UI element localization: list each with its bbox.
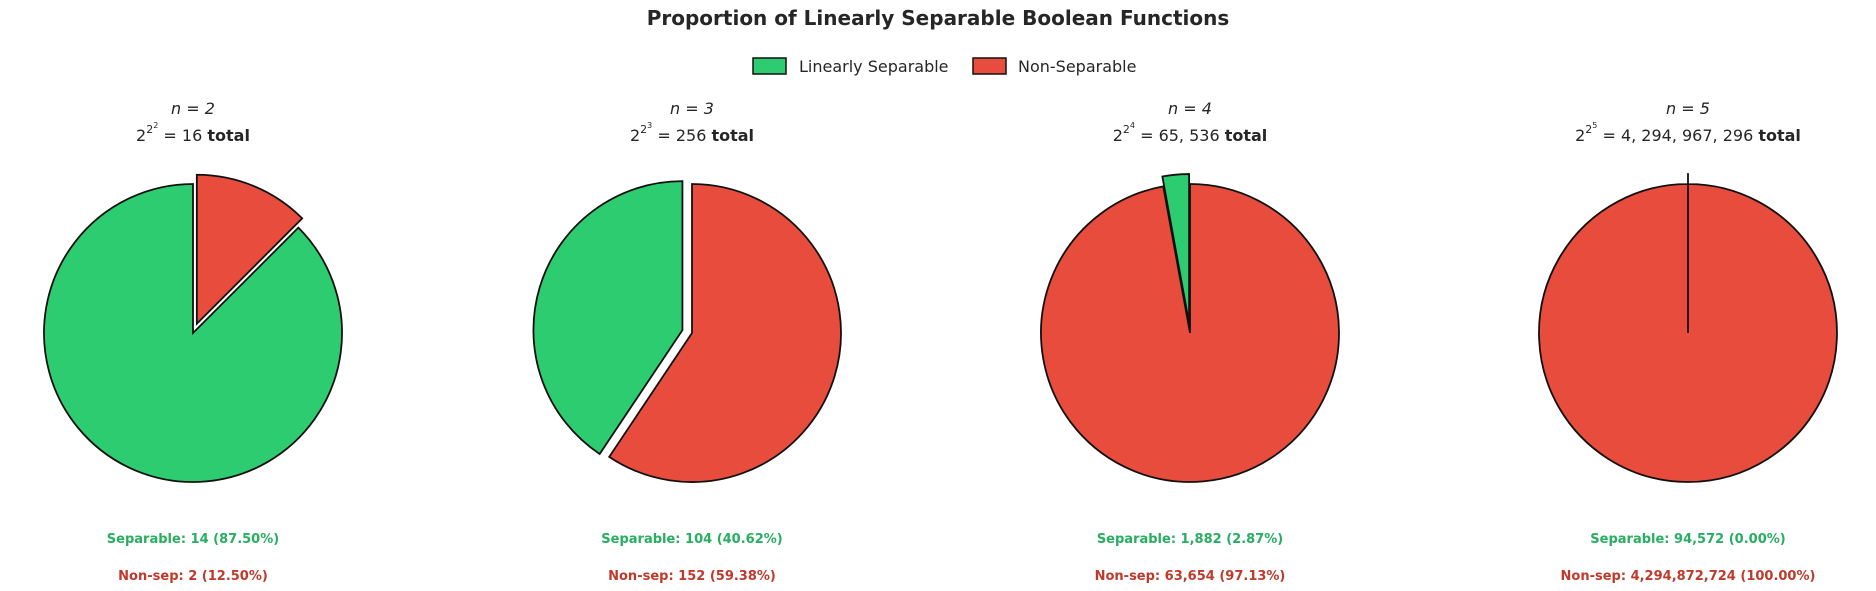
pie-slice-nonseparable: [1538, 183, 1838, 483]
pie-slice-nonseparable: [1040, 183, 1340, 483]
pie-title-total-word: total: [711, 126, 754, 145]
pie-title-n: n = 2: [171, 99, 215, 118]
legend-swatch-nonseparable: [972, 57, 1007, 75]
pie-title-exp-sup: 5: [1592, 121, 1597, 130]
nonseparable-stat-label: Non-sep: 152 (59.38%): [608, 569, 776, 584]
separable-stat-label: Separable: 104 (40.62%): [601, 532, 782, 547]
pie-panel-3: n = 4 224 = 65, 536 total Separable: 1,882…: [1040, 99, 1340, 584]
pie-title-base: 2: [1575, 126, 1585, 145]
pie-title-n: n = 3: [670, 99, 714, 118]
pie-title-base: 2: [630, 126, 640, 145]
pie-title-value: = 4, 294, 967, 296: [1597, 126, 1758, 145]
pie-title-exp-base: 2: [146, 123, 153, 136]
pie-slice-separable: [532, 180, 684, 456]
legend: Linearly Separable Non-Separable: [752, 57, 1136, 76]
separable-stat-label: Separable: 14 (87.50%): [107, 532, 279, 547]
pie-title-total-word: total: [207, 126, 250, 145]
pie-title-exp-sup: 2: [153, 121, 158, 130]
nonseparable-stat-label: Non-sep: 4,294,872,724 (100.00%): [1561, 569, 1816, 584]
pie-title-total: 222 = 16 total: [136, 121, 250, 145]
legend-label-separable: Linearly Separable: [799, 57, 949, 76]
pie-panel-4: n = 5 225 = 4, 294, 967, 296 total Separab…: [1538, 99, 1838, 584]
pie-title-total: 225 = 4, 294, 967, 296 total: [1575, 121, 1801, 145]
pie-slice-separable: [1161, 173, 1190, 324]
pie-title-exp-base: 2: [640, 123, 647, 136]
pie-panel-2: n = 3 223 = 256 total Separable: 104 (40.6…: [532, 99, 842, 584]
pie-title-base: 2: [1113, 126, 1123, 145]
pie-title-value: = 256: [652, 126, 711, 145]
pie-title-n: n = 5: [1666, 99, 1710, 118]
pie-title-total: 223 = 256 total: [630, 121, 754, 145]
pie-title-total-word: total: [1225, 126, 1268, 145]
pie-title-value: = 65, 536: [1135, 126, 1225, 145]
legend-swatch-separable: [752, 57, 787, 75]
figure-title: Proportion of Linearly Separable Boolean…: [647, 6, 1230, 30]
separable-stat-label: Separable: 94,572 (0.00%): [1590, 532, 1785, 547]
pie-title-base: 2: [136, 126, 146, 145]
pie-slice-nonseparable: [195, 173, 304, 326]
nonseparable-stat-label: Non-sep: 63,654 (97.13%): [1095, 569, 1286, 584]
pie-title-n: n = 4: [1168, 99, 1212, 118]
separable-stat-label: Separable: 1,882 (2.87%): [1097, 532, 1283, 547]
pie-title-value: = 16: [158, 126, 207, 145]
pie-title-exp-base: 2: [1123, 123, 1130, 136]
legend-label-nonseparable: Non-Separable: [1018, 57, 1136, 76]
pie-title-exp-sup: 4: [1130, 121, 1135, 130]
pie-slice-nonseparable: [607, 183, 842, 483]
pie-title-exp-sup: 3: [647, 121, 652, 130]
pie-panel-1: n = 2 222 = 16 total Separable: 14 (87.50%…: [43, 99, 343, 584]
pie-title-total: 224 = 65, 536 total: [1113, 121, 1268, 145]
pie-title-total-word: total: [1758, 126, 1801, 145]
pie-slice-separable: [43, 183, 343, 483]
nonseparable-stat-label: Non-sep: 2 (12.50%): [118, 569, 268, 584]
pie-title-exp-base: 2: [1585, 123, 1592, 136]
